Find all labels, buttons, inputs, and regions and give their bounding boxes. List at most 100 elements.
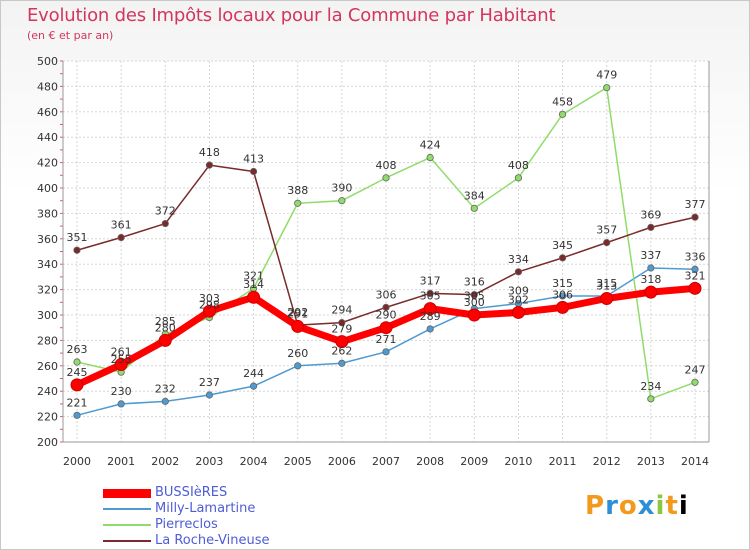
data-point bbox=[558, 292, 567, 300]
data-point bbox=[426, 153, 434, 162]
y-tick-label: 260 bbox=[37, 360, 58, 373]
y-tick-label: 500 bbox=[37, 55, 58, 68]
data-point bbox=[382, 174, 390, 182]
data-point bbox=[379, 321, 393, 335]
y-tick-label: 200 bbox=[37, 436, 58, 449]
x-tick-label: 2006 bbox=[328, 455, 356, 468]
x-tick-label: 2007 bbox=[372, 455, 400, 468]
y-tick-label: 240 bbox=[37, 385, 58, 398]
data-label: 424 bbox=[420, 139, 441, 152]
data-point bbox=[426, 325, 434, 333]
data-point bbox=[294, 199, 302, 207]
data-label: 316 bbox=[464, 276, 485, 289]
data-label: 317 bbox=[420, 274, 441, 287]
data-label: 314 bbox=[243, 278, 264, 291]
data-point bbox=[382, 348, 390, 356]
data-label: 309 bbox=[508, 285, 529, 298]
data-point bbox=[691, 378, 699, 386]
data-label: 372 bbox=[155, 205, 176, 218]
data-label: 321 bbox=[243, 269, 264, 282]
data-point bbox=[247, 290, 261, 304]
y-tick-label: 280 bbox=[37, 334, 58, 347]
data-label: 361 bbox=[111, 219, 132, 232]
x-tick-label: 2005 bbox=[284, 455, 312, 468]
data-label: 221 bbox=[67, 396, 88, 409]
data-label: 390 bbox=[331, 182, 352, 195]
data-label: 408 bbox=[376, 159, 397, 172]
data-point bbox=[426, 289, 434, 298]
data-label: 305 bbox=[420, 290, 441, 303]
data-point bbox=[161, 219, 169, 228]
data-label: 318 bbox=[640, 273, 661, 286]
legend-swatch bbox=[103, 540, 151, 542]
data-point bbox=[470, 291, 478, 299]
x-tick-label: 2001 bbox=[107, 455, 135, 468]
data-label: 234 bbox=[640, 380, 661, 393]
data-point bbox=[73, 411, 81, 419]
data-point bbox=[294, 362, 302, 370]
data-label: 294 bbox=[331, 304, 352, 317]
chart-subtitle: (en € et par an) bbox=[27, 29, 114, 42]
data-label: 237 bbox=[199, 376, 220, 389]
x-tick-label: 2010 bbox=[504, 455, 532, 468]
x-tick-label: 2012 bbox=[593, 455, 621, 468]
data-point bbox=[161, 397, 169, 405]
data-label: 377 bbox=[685, 198, 706, 211]
data-point bbox=[205, 161, 214, 169]
logo-letter: x bbox=[637, 491, 656, 521]
legend-label: La Roche-Vineuse bbox=[155, 533, 270, 548]
y-tick-label: 380 bbox=[37, 207, 58, 220]
data-label: 418 bbox=[199, 146, 220, 159]
data-point bbox=[644, 285, 658, 299]
y-tick-label: 320 bbox=[37, 284, 58, 297]
data-point bbox=[291, 319, 305, 333]
data-point bbox=[117, 400, 125, 408]
x-tick-label: 2009 bbox=[460, 455, 488, 468]
chart-title: Evolution des Impôts locaux pour la Comm… bbox=[27, 5, 556, 26]
x-tick-label: 2014 bbox=[681, 455, 709, 468]
data-label: 230 bbox=[111, 385, 132, 398]
data-point bbox=[338, 197, 346, 205]
data-point bbox=[600, 291, 614, 305]
data-point bbox=[205, 391, 214, 399]
data-point bbox=[603, 84, 611, 92]
y-tick-label: 300 bbox=[37, 309, 58, 322]
data-label: 298 bbox=[199, 299, 220, 312]
logo-letter: r bbox=[605, 491, 619, 521]
legend-label: BUSSIèRES bbox=[155, 485, 228, 500]
data-label: 291 bbox=[287, 307, 308, 320]
logo-letter: t bbox=[665, 491, 679, 521]
data-point bbox=[647, 395, 655, 403]
data-label: 247 bbox=[685, 363, 706, 376]
data-point bbox=[423, 302, 437, 316]
y-tick-label: 480 bbox=[37, 80, 58, 93]
x-tick-label: 2004 bbox=[240, 455, 268, 468]
data-label: 369 bbox=[640, 208, 661, 221]
data-label: 303 bbox=[199, 292, 220, 305]
data-label: 345 bbox=[552, 239, 573, 252]
data-label: 479 bbox=[596, 69, 617, 82]
logo-letter: i bbox=[678, 491, 689, 521]
data-label: 458 bbox=[552, 95, 573, 108]
legend-swatch bbox=[103, 524, 151, 526]
data-label: 306 bbox=[376, 288, 397, 301]
y-tick-label: 420 bbox=[37, 157, 58, 170]
data-point bbox=[558, 110, 567, 118]
data-label: 300 bbox=[464, 296, 485, 309]
data-point bbox=[647, 223, 655, 231]
data-point bbox=[647, 264, 655, 272]
data-point bbox=[338, 359, 346, 367]
data-label: 413 bbox=[243, 152, 264, 165]
data-point bbox=[73, 246, 81, 254]
data-label: 305 bbox=[464, 290, 485, 303]
data-label: 408 bbox=[508, 159, 529, 172]
data-label: 261 bbox=[111, 346, 132, 359]
data-point bbox=[691, 265, 699, 273]
data-label: 292 bbox=[287, 306, 308, 319]
data-label: 321 bbox=[685, 269, 706, 282]
y-tick-label: 220 bbox=[37, 411, 58, 424]
logo-letter: i bbox=[655, 491, 666, 521]
data-point bbox=[202, 304, 216, 318]
